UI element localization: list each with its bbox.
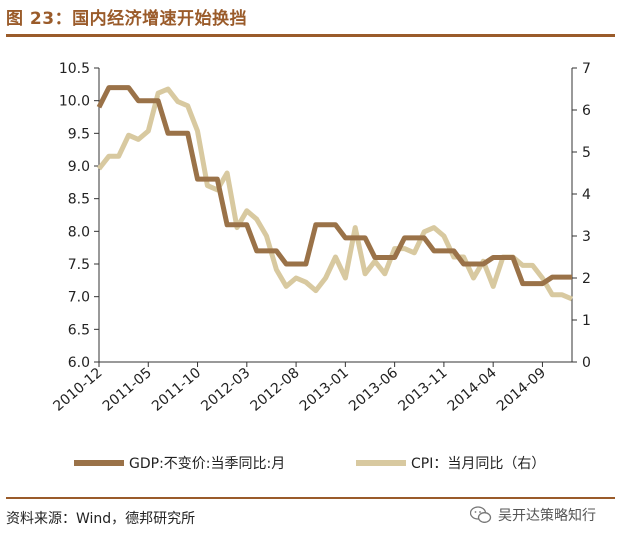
- watermark: 吴开达策略知行: [470, 505, 596, 525]
- figure-title: 图 23：国内经济增速开始换挡: [6, 9, 248, 29]
- x-tick-label: 2010-12: [50, 365, 105, 415]
- right-tick-label: 7: [582, 61, 591, 77]
- left-tick-label: 9.5: [68, 126, 90, 142]
- x-tick-label: 2012-03: [198, 365, 253, 415]
- left-tick-label: 8.5: [68, 192, 90, 208]
- left-tick-label: 8.0: [68, 224, 90, 240]
- source-note: 资料来源：Wind，德邦研究所: [6, 511, 196, 527]
- x-tick-label: 2013-01: [297, 365, 352, 415]
- x-tick-label: 2013-06: [346, 365, 401, 415]
- chart-legend: GDP:不变价:当季同比:月 CPI：当月同比（右）: [74, 456, 545, 472]
- x-tick-label: 2011-05: [100, 365, 155, 415]
- left-tick-label: 7.5: [68, 257, 90, 273]
- cpi-series-line: [97, 86, 573, 302]
- x-tick-label: 2011-10: [149, 365, 204, 415]
- right-tick-label: 5: [582, 145, 591, 161]
- left-tick-label: 7.0: [68, 290, 90, 306]
- title-rule: [6, 34, 615, 37]
- wechat-icon: [470, 506, 492, 523]
- x-tick-label: 2013-11: [395, 365, 450, 415]
- right-tick-label: 4: [582, 187, 591, 203]
- gdp-series-line: [96, 85, 572, 287]
- right-tick-label: 0: [582, 355, 591, 371]
- left-tick-label: 6.0: [68, 355, 90, 371]
- footer-rule: [6, 497, 615, 499]
- right-tick-label: 6: [582, 103, 591, 119]
- right-tick-label: 1: [582, 313, 591, 329]
- right-tick-label: 3: [582, 229, 591, 245]
- watermark-text: 吴开达策略知行: [498, 508, 596, 524]
- left-tick-label: 9.0: [68, 159, 90, 175]
- chart-series: [96, 85, 573, 302]
- left-tick-label: 10.5: [59, 61, 90, 77]
- right-tick-label: 2: [582, 271, 591, 287]
- x-tick-label: 2012-08: [248, 365, 303, 415]
- chart-axes: 6.0 6.5 7.0 7.5 8.0 8.5 9.0 9.5 10.0 10.5 0 1 2 3 4 5 6 7…: [50, 61, 591, 415]
- legend-gdp-label: GDP:不变价:当季同比:月: [129, 456, 285, 472]
- legend-cpi-label: CPI：当月同比（右）: [411, 456, 545, 472]
- x-tick-label: 2014-09: [494, 365, 549, 415]
- x-tick-label: 2014-04: [445, 365, 500, 415]
- left-tick-label: 6.5: [68, 322, 90, 338]
- left-tick-label: 10.0: [59, 94, 90, 110]
